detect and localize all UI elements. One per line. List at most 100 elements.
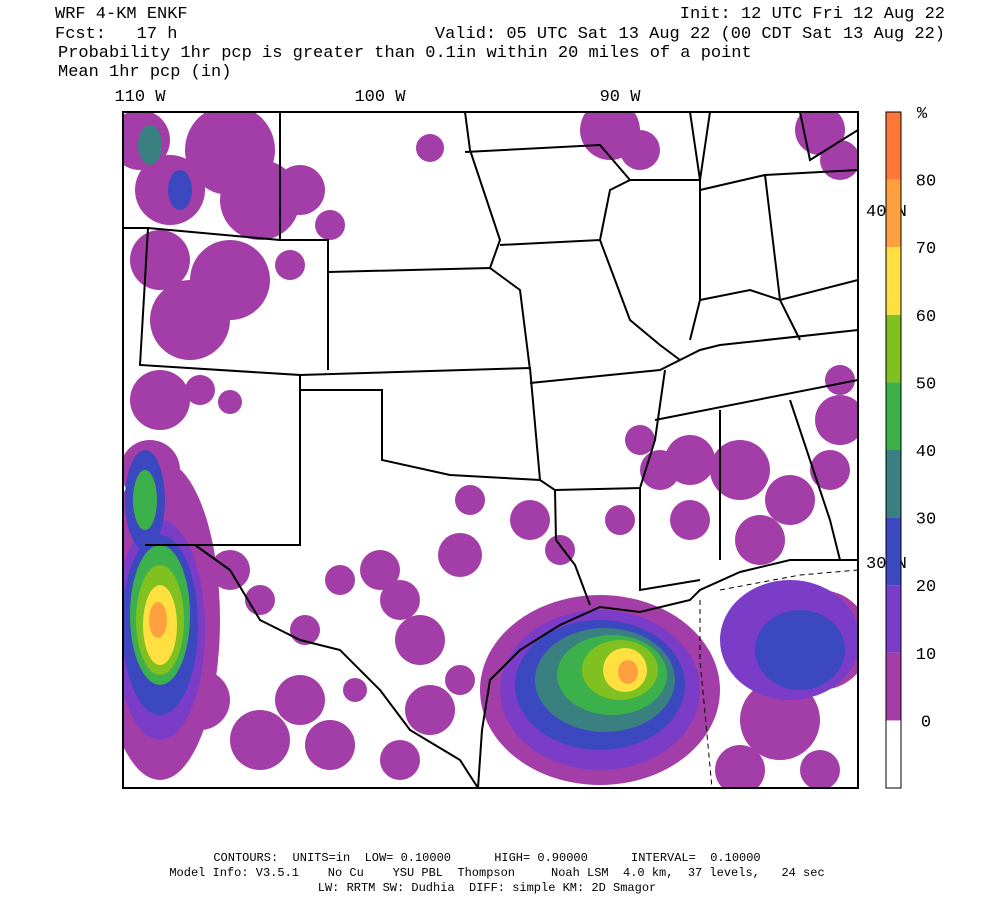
valid-time: Valid: 05 UTC Sat 13 Aug 22 (00 CDT Sat … [435,25,945,44]
precip-area [665,435,715,485]
precip-area [290,615,320,645]
colorbar-segment [886,314,901,383]
precip-contour [149,602,167,638]
precip-area [765,475,815,525]
precip-area [150,280,230,360]
colorbar-segment [886,450,901,518]
lon-label: 90 W [600,88,642,107]
precip-area [455,485,485,515]
state-border [654,379,858,421]
precip-area [510,500,550,540]
state-border [789,399,841,561]
precip-area [416,134,444,162]
footer-line: CONTOURS: UNITS=in LOW= 0.10000 HIGH= 0.… [213,851,760,865]
precip-area [620,130,660,170]
precip-area [275,675,325,725]
lon-label: 100 W [354,88,406,107]
precip-area [380,740,420,780]
state-border [599,179,701,341]
field-title: Probability 1hr pcp is greater than 0.1i… [58,44,752,63]
precip-field [123,112,858,788]
state-border [299,366,541,481]
precip-area [405,685,455,735]
precip-area [820,140,858,180]
precip-area [245,585,275,615]
colorbar-segment [886,179,901,248]
precip-area [445,665,475,695]
state-border [499,238,681,361]
precip-area [305,720,355,770]
precip-area [810,450,850,490]
state-border [145,544,479,788]
precip-area [360,550,400,590]
forecast-hour: Fcst: 17 h [55,25,177,44]
colorbar: 0 10 20 30 40 50 60 70 80% [885,105,936,789]
footer-line: LW: RRTM SW: Dudhia DIFF: simple KM: 2D … [318,881,656,895]
precip-contour [618,660,638,684]
offshore-line [719,569,859,591]
coast [477,559,858,788]
precip-area [130,230,190,290]
colorbar-segment [886,112,901,180]
precip-area [625,425,655,455]
precip-contour [168,170,192,210]
precip-area [825,365,855,395]
precip-area [815,395,858,445]
borders [123,112,858,788]
state-border [699,279,858,302]
precip-contour [755,610,845,690]
colorbar-unit: % [917,105,928,124]
precip-area [735,515,785,565]
colorbar-label: 70 [916,240,936,259]
precip-area [715,745,765,788]
precip-area [800,750,840,788]
precip-contour [138,125,162,165]
colorbar-label: 30 [916,511,936,530]
colorbar-label: 0 [921,713,931,732]
precip-area [218,390,242,414]
state-border [554,369,666,491]
state-border [300,389,591,606]
colorbar-segment [886,585,901,653]
precip-area [230,710,290,770]
precip-area [185,375,215,405]
precip-area [275,250,305,280]
colorbar-segment [886,247,901,315]
precip-contour [133,470,157,530]
colorbar-segment [886,652,901,721]
precip-area [670,500,710,540]
state-border [327,266,531,371]
state-border [689,112,711,181]
state-border [280,239,329,370]
init-time: Init: 12 UTC Fri 12 Aug 22 [680,5,945,24]
colorbar-frame [885,111,902,789]
precip-area [315,210,345,240]
precip-area [605,505,635,535]
precip-area [343,678,367,702]
precip-area [380,580,420,620]
precip-area [130,370,190,430]
colorbar-segment [886,382,901,450]
field-subtitle: Mean 1hr pcp (in) [58,63,231,82]
state-border [799,112,858,162]
lon-label: 110 W [114,88,166,107]
colorbar-segment [886,517,901,586]
colorbar-label: 80 [916,173,936,192]
precip-area [325,565,355,595]
colorbar-label: 60 [916,308,936,327]
colorbar-label: 50 [916,375,936,394]
colorbar-segment [886,720,901,788]
state-border [123,112,281,242]
precip-area [438,533,482,577]
state-border [764,169,858,176]
model-name: WRF 4-KM ENKF [55,5,188,24]
offshore-line [699,600,713,789]
state-border [699,173,801,341]
colorbar-label: 10 [916,646,936,665]
state-border [464,143,631,181]
colorbar-label: 20 [916,578,936,597]
precip-area [275,165,325,215]
colorbar-label: 40 [916,443,936,462]
